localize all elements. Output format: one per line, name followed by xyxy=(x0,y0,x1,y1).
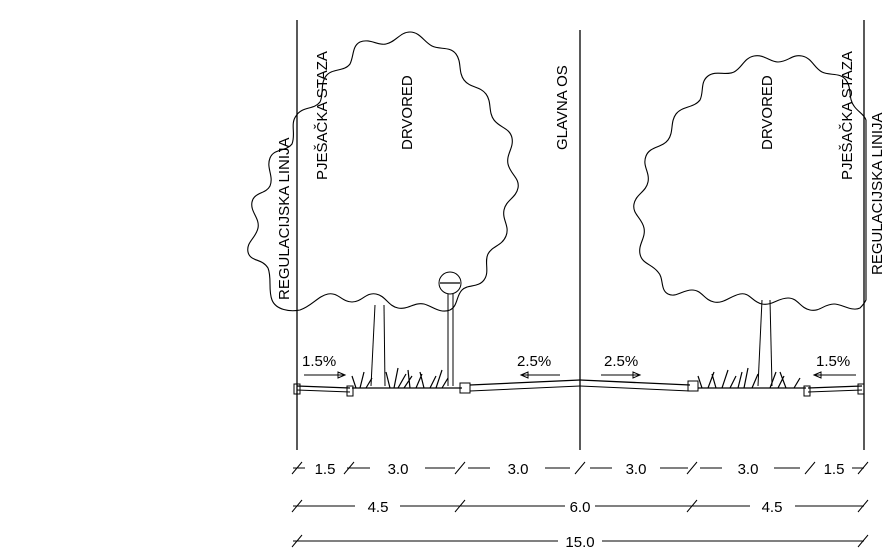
slope-right-carriageway: 2.5% xyxy=(601,353,642,379)
left-grass xyxy=(351,367,449,389)
dimension-1-5: 3.0 xyxy=(738,461,759,478)
slope-left-footpath: 1.5% xyxy=(302,353,347,379)
dimension-1-6: 1.5 xyxy=(824,461,845,478)
right-grass xyxy=(697,367,801,389)
left-footpath-label: PJEŠAČKA STAZA xyxy=(314,51,331,180)
dimension-3-total: 15.0 xyxy=(565,534,594,551)
left-regulation-line-label: REGULACIJSKA LINIJA xyxy=(276,137,293,300)
right-carriageway-curb xyxy=(687,380,699,392)
right-outer-curb xyxy=(857,383,865,395)
right-regulation-line-label: REGULACIJSKA LINIJA xyxy=(869,112,886,275)
dimension-2-1: 4.5 xyxy=(368,499,389,516)
dimension-1-3: 3.0 xyxy=(508,461,529,478)
street-lamp xyxy=(438,271,462,386)
slope-left-footpath-label: 1.5% xyxy=(302,353,336,370)
left-tree-row-label: DRVORED xyxy=(399,75,416,150)
lamp-head-icon xyxy=(438,271,462,295)
slope-right-footpath-label: 1.5% xyxy=(816,353,850,370)
dimension-2-3: 4.5 xyxy=(762,499,783,516)
dimension-row-3: 15.0 xyxy=(291,534,869,551)
dimension-row-1: 1.5 3.0 3.0 3.0 3.0 1.5 xyxy=(291,461,869,478)
slope-left-carriageway-label: 2.5% xyxy=(517,353,551,370)
right-inner-curb xyxy=(803,385,811,397)
right-tree-canopy xyxy=(633,55,867,311)
slope-right-carriageway-label: 2.5% xyxy=(604,353,638,370)
left-inner-curb xyxy=(346,385,354,397)
dimension-1-1: 1.5 xyxy=(315,461,336,478)
right-tree xyxy=(633,55,867,387)
right-tree-row-label: DRVORED xyxy=(759,75,776,150)
left-carriageway-curb xyxy=(459,382,471,394)
right-footpath-label: PJEŠAČKA STAZA xyxy=(839,51,856,180)
dimension-2-2: 6.0 xyxy=(570,499,591,516)
left-outer-curb xyxy=(293,383,301,395)
dimension-row-2: 4.5 6.0 4.5 xyxy=(291,499,869,516)
main-axis-label: GLAVNA OS xyxy=(554,65,571,150)
dimension-1-2: 3.0 xyxy=(388,461,409,478)
dimension-1-4: 3.0 xyxy=(626,461,647,478)
slope-left-carriageway: 2.5% xyxy=(517,353,560,379)
slope-right-footpath: 1.5% xyxy=(812,353,856,379)
